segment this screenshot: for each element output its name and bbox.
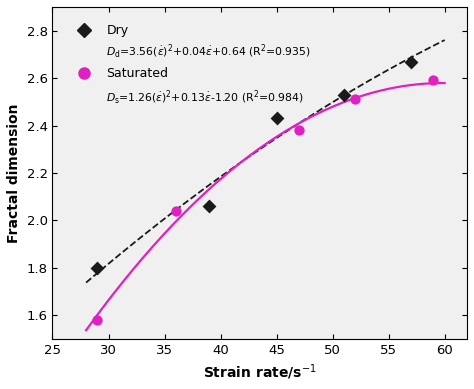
- Text: $D_\mathrm{d}$=3.56($\dot{\varepsilon}$)$^2$+0.04$\dot{\varepsilon}$+0.64 (R$^2$: $D_\mathrm{d}$=3.56($\dot{\varepsilon}$)…: [106, 43, 311, 61]
- Point: [172, 208, 180, 214]
- Point: [407, 58, 415, 65]
- Text: Saturated: Saturated: [106, 67, 168, 80]
- Point: [295, 127, 303, 133]
- Y-axis label: Fractal dimension: Fractal dimension: [7, 103, 21, 243]
- Point: [206, 203, 213, 209]
- Point: [351, 96, 359, 103]
- Point: [340, 91, 347, 98]
- Point: [93, 317, 101, 323]
- Text: Dry: Dry: [106, 24, 128, 37]
- X-axis label: Strain rate/s$^{-1}$: Strain rate/s$^{-1}$: [203, 363, 317, 382]
- Text: $D_\mathrm{s}$=1.26($\dot{\varepsilon}$)$^2$+0.13$\dot{\varepsilon}$-1.20 (R$^2$: $D_\mathrm{s}$=1.26($\dot{\varepsilon}$)…: [106, 89, 304, 107]
- Point: [273, 115, 280, 121]
- Point: [429, 77, 437, 84]
- Point: [93, 265, 101, 271]
